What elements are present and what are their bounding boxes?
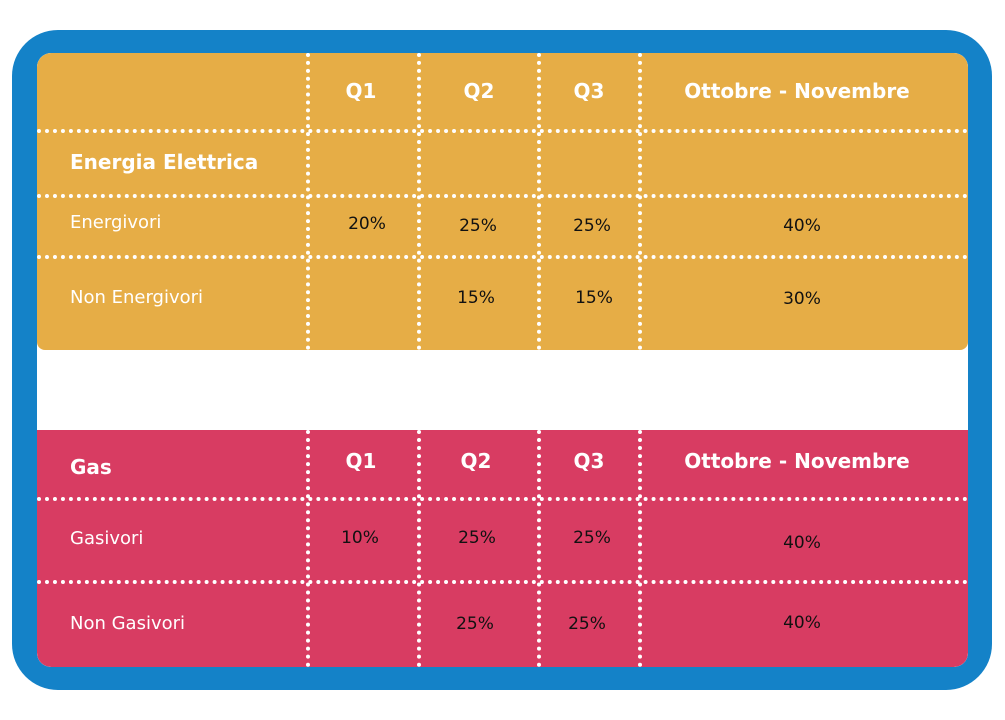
- table-cell: 25%: [573, 528, 611, 548]
- column-divider: [638, 53, 642, 350]
- section-label: Gas: [70, 455, 112, 479]
- column-header-q2: Q2: [463, 79, 495, 103]
- table-cell: 25%: [456, 614, 494, 634]
- section-label: Energia Elettrica: [70, 150, 259, 174]
- column-header-q3: Q3: [573, 79, 605, 103]
- table-cell: 25%: [568, 614, 606, 634]
- row-label: Non Energivori: [70, 287, 204, 308]
- table-cell: 15%: [575, 288, 613, 308]
- column-divider: [537, 430, 541, 667]
- table-cell: 40%: [783, 533, 821, 553]
- row-label: Gasivori: [70, 528, 144, 549]
- electricity-table: Q1 Q2 Q3 Ottobre - Novembre Energia Elet…: [37, 53, 968, 350]
- row-divider: [37, 255, 968, 259]
- table-cell: 40%: [783, 613, 821, 633]
- row-divider: [37, 129, 968, 133]
- column-header-oct-nov: Ottobre - Novembre: [684, 79, 910, 103]
- column-header-q1: Q1: [345, 79, 377, 103]
- row-divider: [37, 497, 968, 501]
- tables-container: Q1 Q2 Q3 Ottobre - Novembre Energia Elet…: [37, 53, 968, 667]
- row-divider: [37, 194, 968, 198]
- column-divider: [417, 430, 421, 667]
- table-cell: 25%: [458, 528, 496, 548]
- column-divider: [537, 53, 541, 350]
- table-cell: 10%: [341, 528, 379, 548]
- column-header-q1: Q1: [345, 449, 377, 473]
- table-cell: 15%: [457, 288, 495, 308]
- row-label: Energivori: [70, 212, 162, 233]
- column-header-q2: Q2: [460, 449, 492, 473]
- table-cell: 20%: [348, 214, 386, 234]
- column-header-oct-nov: Ottobre - Novembre: [684, 449, 910, 473]
- gas-table: Gas Q1 Q2 Q3 Ottobre - Novembre Gasivori…: [37, 430, 968, 667]
- table-cell: 40%: [783, 216, 821, 236]
- row-divider: [37, 580, 968, 584]
- table-cell: 25%: [573, 216, 611, 236]
- column-divider: [306, 53, 310, 350]
- row-label: Non Gasivori: [70, 613, 186, 634]
- table-cell: 30%: [783, 289, 821, 309]
- column-divider: [638, 430, 642, 667]
- table-cell: 25%: [459, 216, 497, 236]
- column-divider: [306, 430, 310, 667]
- column-header-q3: Q3: [573, 449, 605, 473]
- column-divider: [417, 53, 421, 350]
